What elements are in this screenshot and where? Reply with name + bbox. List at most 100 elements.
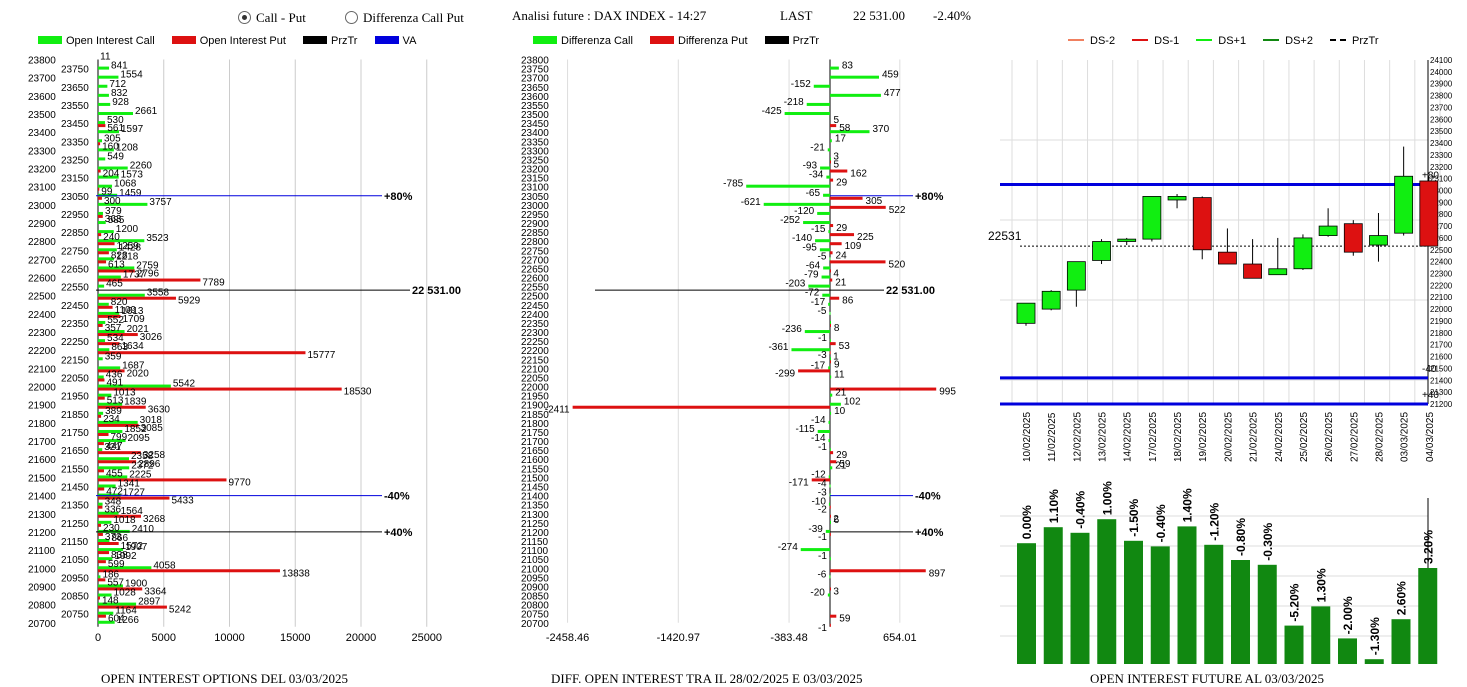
oi-bar-label: 1.40%	[1181, 488, 1195, 522]
radio-diff-label: Differenza Call Put	[363, 10, 464, 25]
y-tick-label: 21400	[1430, 376, 1453, 385]
call-bar	[98, 520, 112, 524]
call-diff-label: -65	[806, 188, 821, 199]
date-label: 04/03/2025	[1425, 412, 1436, 462]
call-value-label: 552	[107, 315, 124, 326]
oi-bar	[1177, 526, 1197, 664]
last-value: 22 531.00	[853, 8, 905, 23]
put-bar	[98, 451, 141, 455]
oi-bar-label: 0.00%	[1020, 505, 1034, 539]
y-tick-label: 21900	[1430, 317, 1453, 326]
strike-label: 23800	[521, 56, 549, 67]
strike-label: 21700	[28, 437, 56, 448]
call-diff-bar	[826, 175, 830, 179]
y-tick-label: 23900	[1430, 80, 1453, 89]
oi-bar-label: -1.30%	[1368, 617, 1382, 655]
call-diff-bar	[825, 529, 830, 533]
put-diff-bar	[830, 360, 831, 364]
oi-bar-label: 3.20%	[1421, 530, 1435, 564]
call-diff-label: -4	[818, 478, 827, 489]
oi-bar-label: 1.00%	[1100, 481, 1114, 515]
put-value-label: 491	[106, 377, 123, 388]
legend-3-ds+2: DS+2	[1263, 35, 1313, 47]
put-diff-label: 305	[866, 196, 883, 207]
strike-label: 21400	[521, 492, 549, 503]
call-bar	[98, 402, 123, 406]
put-diff-bar	[829, 532, 831, 536]
call-diff-label: 459	[882, 70, 899, 81]
strike-label: 23750	[61, 65, 89, 76]
strike-label: 23100	[521, 183, 549, 194]
radio-diff[interactable]: Differenza Call Put	[345, 10, 464, 26]
put-diff-label: -2411	[545, 405, 570, 416]
call-value-label: 2372	[131, 460, 154, 471]
strike-label: 22850	[61, 228, 89, 239]
put-value-label: 336	[104, 505, 121, 516]
put-diff-label: 29	[836, 223, 848, 234]
y-tick-label: 22700	[1430, 222, 1453, 231]
level-label: -40	[1422, 364, 1437, 375]
put-bar	[98, 187, 100, 191]
call-value-label: 1266	[117, 615, 140, 626]
oi-bar	[1017, 543, 1036, 664]
call-value-label: 1218	[116, 251, 139, 262]
call-diff-label: -14	[811, 415, 826, 426]
put-diff-bar	[811, 478, 830, 482]
put-diff-bar	[830, 614, 837, 618]
call-diff-bar	[829, 575, 831, 579]
date-label: 14/02/2025	[1123, 412, 1134, 462]
call-diff-label: -95	[802, 242, 817, 253]
diff-open-interest-chart: -3495.95-2458.46-1420.97-383.48654.01169…	[521, 56, 956, 644]
date-label: 03/03/2025	[1400, 412, 1411, 462]
call-diff-label: -12	[811, 469, 826, 480]
strike-label: 22300	[28, 328, 56, 339]
call-bar	[98, 121, 105, 125]
candle-body	[1293, 237, 1313, 270]
call-value-label: 1013	[113, 388, 136, 399]
call-value-label: 534	[107, 333, 124, 344]
call-bar	[98, 384, 171, 388]
oi-bar	[1391, 619, 1411, 664]
put-diff-bar	[830, 269, 831, 273]
strike-label: 21450	[521, 482, 549, 493]
call-value-label: 1852	[124, 424, 147, 435]
strike-label: 22900	[28, 219, 56, 230]
strike-label: 21200	[28, 528, 56, 539]
call-bar	[98, 539, 110, 543]
call-diff-bar	[821, 275, 830, 279]
put-diff-bar	[830, 342, 836, 346]
call-bar	[98, 175, 119, 179]
strike-label: 20700	[28, 619, 56, 630]
strike-label: 21600	[28, 455, 56, 466]
call-value-label: 2225	[129, 469, 152, 480]
put-value-label: 363	[105, 214, 122, 225]
y-tick-label: 24000	[1430, 68, 1453, 77]
strike-label: 20950	[61, 573, 89, 584]
call-bar	[98, 266, 135, 270]
put-diff-label: -299	[775, 368, 795, 379]
strike-label: 22200	[28, 346, 56, 357]
call-bar	[98, 584, 123, 588]
call-diff-bar	[763, 202, 830, 206]
call-diff-label: -1	[818, 551, 827, 562]
candle-body	[1092, 241, 1111, 261]
call-value-label: 1727	[123, 488, 146, 499]
call-bar	[98, 293, 145, 297]
strike-label: 22800	[521, 237, 549, 248]
strike-label: 21450	[61, 482, 89, 493]
put-diff-label: -1	[818, 623, 827, 634]
strike-label: 20700	[521, 619, 549, 630]
strike-label: 23150	[521, 174, 549, 185]
reference-label: +40%	[915, 527, 944, 539]
call-diff-label: 11	[834, 369, 845, 380]
date-label: 17/02/2025	[1148, 412, 1159, 462]
put-bar	[98, 314, 121, 318]
oi-bar	[1338, 638, 1357, 664]
candle-body	[1192, 197, 1212, 251]
radio-call-put[interactable]: Call - Put	[238, 10, 306, 26]
strike-label: 22700	[521, 255, 549, 266]
call-value-label: 2897	[138, 597, 161, 608]
call-value-label: 928	[112, 97, 129, 108]
strike-label: 22150	[61, 355, 89, 366]
strike-label: 20900	[521, 582, 549, 593]
